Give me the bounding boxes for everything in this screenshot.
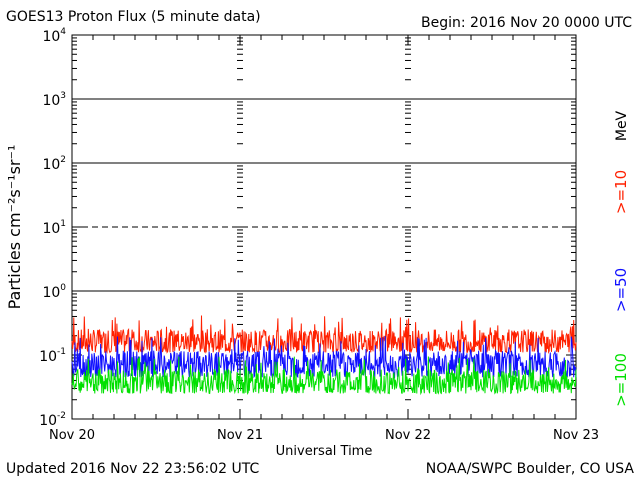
y-tick-exponent: 3 bbox=[60, 91, 66, 101]
y-tick-exponent: 2 bbox=[60, 155, 66, 165]
y-tick-base: 10 bbox=[42, 29, 60, 45]
y-tick-exponent: 4 bbox=[60, 27, 66, 37]
y-tick-base: 10 bbox=[42, 221, 60, 237]
y-axis-label: Particles cm⁻²s⁻¹sr⁻¹ bbox=[5, 145, 24, 310]
begin-time: Begin: 2016 Nov 20 0000 UTC bbox=[421, 15, 632, 31]
series-line bbox=[71, 356, 577, 396]
y-tick-exponent: 1 bbox=[60, 219, 66, 229]
y-tick-exponent: -1 bbox=[57, 347, 66, 357]
credit-text: NOAA/SWPC Boulder, CO USA bbox=[425, 461, 634, 477]
x-tick-label: Nov 20 bbox=[49, 428, 95, 443]
y-tick-base: 10 bbox=[42, 93, 60, 109]
y-tick-base: 10 bbox=[42, 157, 60, 173]
y-tick-exponent: 0 bbox=[60, 283, 66, 293]
x-tick-label: Nov 21 bbox=[217, 428, 263, 443]
y-tick-label: 10-1 bbox=[39, 347, 66, 365]
series-line bbox=[71, 335, 577, 379]
series-label-ge10: >=10 bbox=[612, 170, 630, 214]
y-tick-label: 100 bbox=[42, 283, 66, 301]
updated-time: Updated 2016 Nov 22 23:56:02 UTC bbox=[6, 461, 260, 477]
y-tick-label: 104 bbox=[42, 27, 66, 45]
y-tick-base: 10 bbox=[39, 349, 57, 365]
y-tick-base: 10 bbox=[39, 413, 57, 429]
y-tick-label: 101 bbox=[42, 219, 66, 237]
series-group bbox=[71, 315, 577, 396]
y-tick-base: 10 bbox=[42, 285, 60, 301]
y-tick-label: 102 bbox=[42, 155, 66, 173]
series-label-ge50: >=50 bbox=[612, 268, 630, 312]
y-tick-label: 10-2 bbox=[39, 411, 66, 429]
y-tick-exponent: -2 bbox=[57, 411, 66, 421]
y-tick-label: 103 bbox=[42, 91, 66, 109]
series-line bbox=[71, 315, 577, 355]
chart-title: GOES13 Proton Flux (5 minute data) bbox=[6, 9, 261, 25]
x-tick-label: Nov 22 bbox=[385, 428, 431, 443]
unit-label-mev: MeV bbox=[614, 110, 630, 141]
x-axis-label: Universal Time bbox=[276, 444, 373, 459]
series-label-ge100: >=100 bbox=[612, 353, 630, 407]
x-tick-label: Nov 23 bbox=[553, 428, 599, 443]
